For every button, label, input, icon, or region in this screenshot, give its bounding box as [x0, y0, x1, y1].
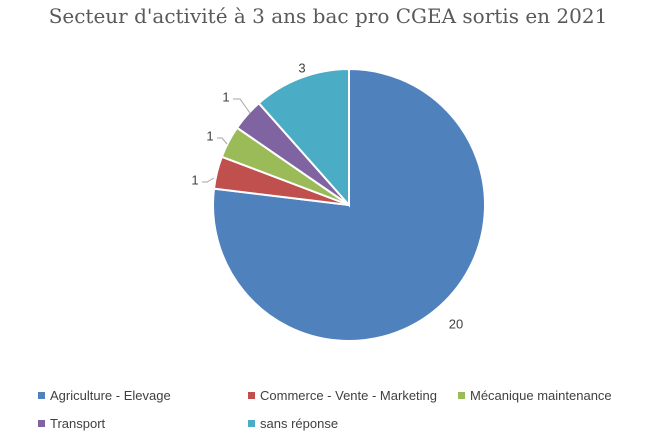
pie-slice-4 [257, 67, 350, 208]
legend-label: Agriculture - Elevage [50, 388, 171, 403]
legend-item-mecanique: Mécanique maintenance [458, 388, 612, 403]
legend-item-commerce: Commerce - Vente - Marketing [248, 388, 437, 403]
legend-label: Mécanique maintenance [470, 388, 612, 403]
legend-label: Transport [50, 416, 106, 431]
data-label-3: 1 [222, 89, 229, 104]
data-label-4: 3 [298, 60, 305, 75]
legend-label: Commerce - Vente - Marketing [260, 388, 438, 403]
legend-label: sans réponse [260, 416, 339, 431]
legend-swatch [38, 392, 45, 400]
leader-line-3 [233, 98, 251, 114]
data-label-0: 20 [449, 316, 463, 331]
legend-swatch [248, 420, 255, 428]
legend-swatch [458, 392, 465, 400]
leader-line-2 [217, 137, 228, 145]
legend-swatch [248, 392, 255, 400]
data-label-1: 1 [191, 172, 198, 187]
legend-item-transport: Transport [38, 416, 105, 431]
leader-line-1 [202, 177, 215, 183]
legend-item-agriculture: Agriculture - Elevage [38, 388, 171, 403]
legend-swatch [38, 420, 45, 428]
chart-title: Secteur d'activité à 3 ans bac pro CGEA … [48, 4, 608, 28]
legend-item-sans-reponse: sans réponse [248, 416, 338, 431]
data-label-2: 1 [206, 128, 213, 143]
